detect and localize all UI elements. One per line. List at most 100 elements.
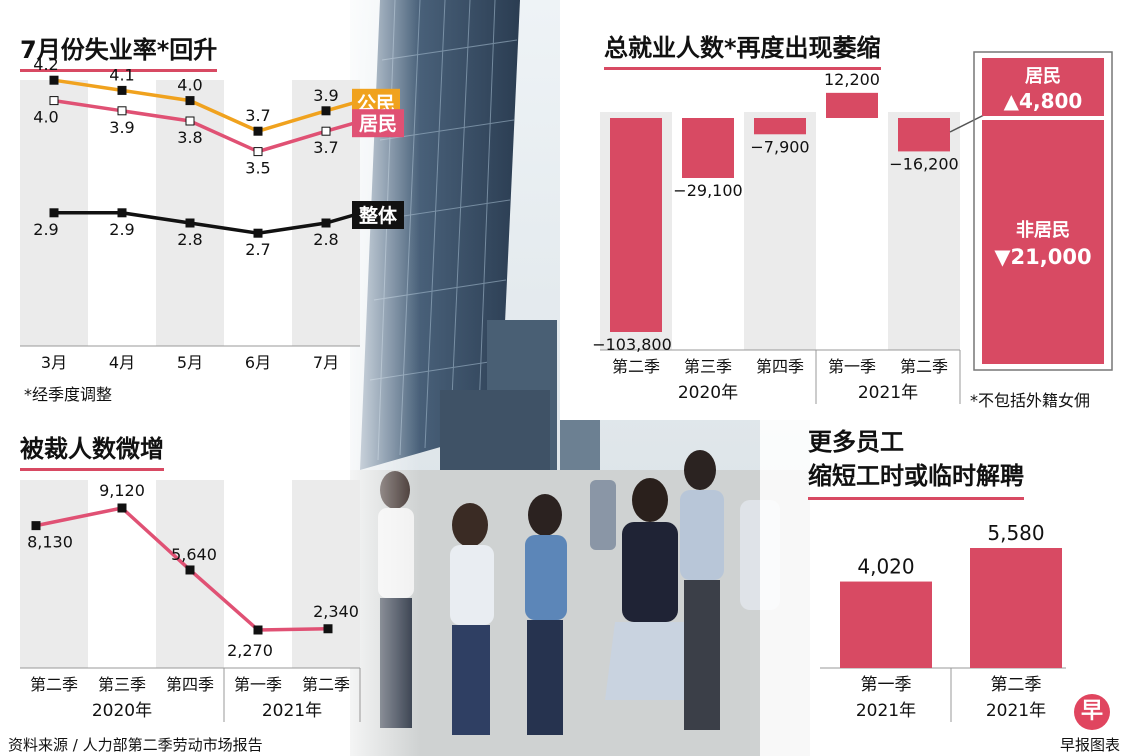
data-point <box>185 218 195 228</box>
data-label: 4.0 <box>33 108 58 127</box>
data-label: 9,120 <box>99 481 145 500</box>
shorter-hours-title-line-1: 更多员工 <box>808 428 904 456</box>
data-label: 2.9 <box>33 220 58 239</box>
data-label: −29,100 <box>673 181 742 200</box>
x-tick-label: 7月 <box>313 353 339 372</box>
year-label: 2021年 <box>262 701 322 721</box>
data-label: 2,270 <box>227 641 273 660</box>
bar <box>826 92 878 118</box>
x-tick-label: 3月 <box>41 353 67 372</box>
data-point <box>117 85 127 95</box>
breakdown-label: 非居民 <box>1016 219 1070 241</box>
data-point <box>253 625 263 635</box>
data-point <box>49 96 59 106</box>
bar <box>754 118 806 135</box>
data-point <box>253 126 263 136</box>
employment-note: *不包括外籍女佣 <box>970 391 1091 410</box>
breakdown-value: ▼21,000 <box>994 245 1091 269</box>
shorter-hours-title: 更多员工 缩短工时或临时解聘 <box>808 425 1024 500</box>
x-tick-label: 第四季 <box>166 675 214 694</box>
data-label: 2,340 <box>313 602 359 621</box>
data-point <box>117 106 127 116</box>
data-label: 2.9 <box>109 220 134 239</box>
breakdown-label: 居民 <box>1025 66 1061 87</box>
data-label: 3.9 <box>109 118 134 137</box>
x-tick-label: 第一季 <box>861 675 912 695</box>
x-tick-label: 第二季 <box>612 357 660 376</box>
bar <box>840 581 932 668</box>
data-label: −103,800 <box>592 335 672 354</box>
legend-tag <box>352 109 404 138</box>
data-point <box>117 208 127 218</box>
breakdown-value: ▲4,800 <box>1004 89 1083 113</box>
year-label: 2021年 <box>856 701 916 721</box>
x-tick-label: 第二季 <box>302 675 350 694</box>
bar <box>682 118 734 178</box>
credit-note: 早报图表 <box>1060 736 1121 754</box>
breakdown-frame <box>973 51 1113 371</box>
year-label: 2021年 <box>858 383 918 403</box>
x-tick-label: 第一季 <box>828 357 876 376</box>
x-tick-label: 第二季 <box>991 675 1042 695</box>
data-label: −16,200 <box>889 154 958 173</box>
data-point <box>321 106 331 116</box>
series-line <box>54 211 355 235</box>
data-point <box>253 147 263 157</box>
bar <box>898 118 950 152</box>
data-label: 3.8 <box>177 128 202 147</box>
data-label: −7,900 <box>750 137 809 156</box>
breakdown-resident-box <box>982 58 1104 116</box>
x-tick-label: 6月 <box>245 353 271 372</box>
data-label: 3.9 <box>313 86 338 105</box>
data-label: 3.7 <box>245 106 270 125</box>
x-tick-label: 4月 <box>109 353 135 372</box>
data-point <box>31 521 41 531</box>
year-label: 2020年 <box>678 383 738 403</box>
legend-label: 居民 <box>359 113 397 135</box>
data-label: 4.2 <box>33 55 58 74</box>
year-label: 2020年 <box>92 701 152 721</box>
x-tick-label: 第二季 <box>30 675 78 694</box>
data-label: 3.7 <box>313 138 338 157</box>
legend-label: 整体 <box>359 204 398 227</box>
breakdown-nonresident-box <box>982 120 1104 364</box>
data-label: 5,640 <box>171 545 217 564</box>
data-point <box>49 208 59 218</box>
series-line <box>53 78 355 134</box>
legend-tag <box>352 201 404 229</box>
data-point <box>185 96 195 106</box>
column-band <box>744 112 816 350</box>
employment-title: 总就业人数*再度出现萎缩 <box>604 28 881 70</box>
data-label: 3.5 <box>245 159 270 178</box>
x-tick-label: 5月 <box>177 353 203 372</box>
data-label: 8,130 <box>27 533 73 552</box>
x-tick-label: 第二季 <box>900 357 948 376</box>
column-band <box>888 112 960 350</box>
column-band <box>292 480 360 668</box>
source-note: 资料来源 / 人力部第二季劳动市场报告 <box>8 736 263 754</box>
x-tick-label: 第四季 <box>756 357 804 376</box>
data-label: 4,020 <box>857 555 914 579</box>
data-point <box>323 624 333 634</box>
retrenchment-title: 被裁人数微增 <box>20 429 164 471</box>
bar <box>610 118 662 332</box>
data-point <box>321 126 331 136</box>
data-point <box>49 75 59 85</box>
data-label: 4.1 <box>109 65 134 84</box>
year-label: 2021年 <box>986 701 1046 721</box>
data-label: 4.0 <box>177 76 202 95</box>
column-band <box>20 480 88 668</box>
x-tick-label: 第三季 <box>98 675 146 694</box>
bar <box>970 548 1062 668</box>
data-point <box>117 503 127 513</box>
zaobao-logo: 早 <box>1074 694 1110 730</box>
series-line <box>53 98 355 154</box>
data-label: 2.8 <box>177 230 202 249</box>
unemployment-note: *经季度调整 <box>24 385 113 404</box>
unemployment-title: 7月份失业率*回升 <box>20 30 218 72</box>
data-label: 2.8 <box>313 230 338 249</box>
